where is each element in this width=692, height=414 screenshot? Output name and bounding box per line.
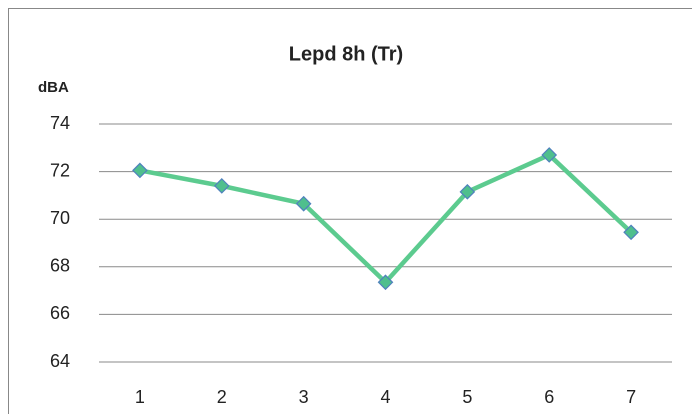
chart-title: Lepd 8h (Tr)	[289, 43, 403, 65]
y-tick-label: 66	[50, 303, 70, 323]
y-tick-label: 70	[50, 208, 70, 228]
x-tick-label: 7	[626, 387, 636, 407]
x-tick-label: 5	[462, 387, 472, 407]
data-marker	[295, 195, 312, 212]
data-marker	[623, 224, 639, 241]
x-tick-label: 6	[544, 387, 554, 407]
x-tick-label: 1	[135, 387, 145, 407]
chart-frame	[8, 8, 692, 414]
x-tick-label: 4	[380, 387, 390, 407]
y-tick-label: 64	[50, 351, 70, 371]
y-tick-label: 74	[50, 113, 70, 133]
data-marker	[377, 274, 394, 291]
data-marker	[541, 147, 558, 163]
data-marker	[459, 183, 476, 200]
x-tick-label: 2	[217, 387, 227, 407]
data-marker	[132, 162, 148, 179]
x-tick-label: 3	[299, 387, 309, 407]
y-axis-title: dBA	[38, 79, 69, 96]
y-tick-label: 68	[50, 256, 70, 276]
y-tick-label: 72	[50, 160, 70, 180]
data-marker	[213, 178, 230, 194]
